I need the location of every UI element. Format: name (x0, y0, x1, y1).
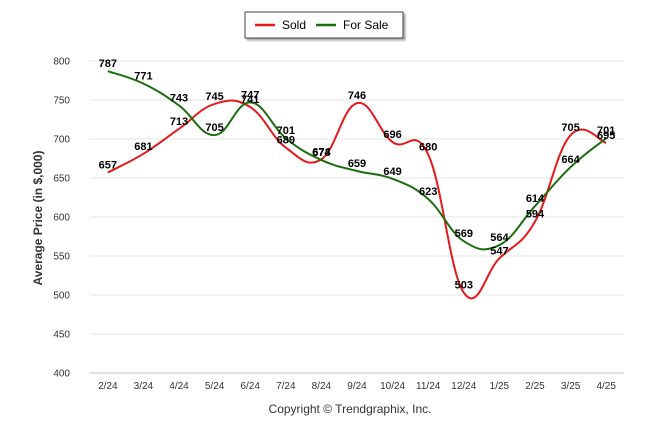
data-label-for-sale: 701 (277, 125, 295, 137)
x-tick-label: 2/25 (525, 381, 545, 392)
data-label-sold: 681 (134, 141, 152, 153)
x-tick-labels: 2/24 3/24 4/24 5/24 6/24 7/24 8/24 9/24 10/24 11/… (98, 381, 616, 392)
y-tick-label: 800 (53, 57, 70, 68)
y-tick-label: 550 (53, 252, 70, 263)
y-tick-label: 450 (53, 330, 70, 341)
x-tick-label: 11/24 (416, 381, 441, 392)
data-label-for-sale: 747 (241, 89, 259, 101)
data-label-sold: 547 (490, 245, 508, 257)
data-label-sold: 657 (99, 160, 117, 172)
data-label-for-sale: 743 (170, 92, 188, 104)
x-tick-label: 3/25 (561, 381, 581, 392)
data-label-sold: 705 (561, 122, 579, 134)
data-label-sold: 689 (277, 135, 295, 147)
data-labels: 657 681 713 745 741 689 674 746 696 680 503 547 594 7… (99, 58, 616, 292)
y-tick-label: 500 (53, 291, 70, 302)
y-axis-title: Average Price (in $,000) (31, 151, 45, 286)
data-label-for-sale: 664 (561, 154, 580, 166)
data-label-for-sale: 705 (205, 122, 223, 134)
data-label-for-sale: 564 (490, 232, 509, 244)
x-tick-label: 6/24 (240, 381, 260, 392)
data-label-for-sale: 623 (419, 186, 437, 198)
x-tick-label: 4/25 (596, 381, 616, 392)
data-label-sold: 695 (597, 130, 615, 142)
x-tick-label: 3/24 (134, 381, 154, 392)
data-label-sold: 745 (205, 91, 223, 103)
data-label-for-sale: 787 (99, 58, 117, 70)
data-label-for-sale: 659 (348, 158, 366, 170)
data-label-for-sale: 614 (526, 193, 545, 205)
x-tick-label: 9/24 (347, 381, 367, 392)
data-label-for-sale: 673 (312, 147, 330, 159)
data-label-sold: 746 (348, 90, 366, 102)
data-label-sold: 713 (170, 116, 188, 128)
data-label-sold: 696 (383, 129, 401, 141)
x-tick-label: 5/24 (205, 381, 225, 392)
data-label-for-sale: 649 (383, 166, 401, 178)
data-label-for-sale: 569 (455, 228, 473, 240)
x-tick-label: 8/24 (312, 381, 332, 392)
x-tick-label: 2/24 (98, 381, 118, 392)
series-line-for-sale (107, 70, 607, 251)
legend-item-for-sale[interactable]: For Sale (316, 18, 389, 32)
legend-item-sold[interactable]: Sold (255, 18, 306, 32)
x-tick-label: 7/24 (276, 381, 296, 392)
data-label-sold: 741 (241, 94, 259, 106)
data-label-sold: 680 (419, 142, 437, 154)
data-label-for-sale: 771 (134, 71, 152, 83)
y-tick-label: 700 (53, 135, 70, 146)
x-tick-label: 4/24 (169, 381, 189, 392)
series-lines (107, 70, 607, 300)
legend-label-sold: Sold (282, 18, 306, 32)
x-tick-label: 12/24 (451, 381, 476, 392)
x-tick-label: 1/25 (490, 381, 510, 392)
data-label-sold: 674 (312, 146, 331, 158)
series-line-sold (107, 99, 607, 300)
y-tick-labels: 400 450 500 550 600 650 700 750 800 (53, 57, 70, 380)
copyright-text: Copyright © Trendgraphix, Inc. (269, 402, 432, 416)
data-label-sold: 503 (455, 280, 473, 292)
y-tick-label: 600 (53, 213, 70, 224)
data-label-for-sale: 701 (597, 125, 615, 137)
y-tick-label: 650 (53, 174, 70, 185)
y-gridlines (90, 60, 624, 335)
legend: Sold For Sale (244, 11, 404, 39)
y-tick-label: 750 (53, 96, 70, 107)
data-label-sold: 594 (526, 209, 545, 221)
legend-label-for-sale: For Sale (343, 18, 389, 32)
x-tick-label: 10/24 (380, 381, 405, 392)
y-tick-label: 400 (53, 369, 70, 380)
